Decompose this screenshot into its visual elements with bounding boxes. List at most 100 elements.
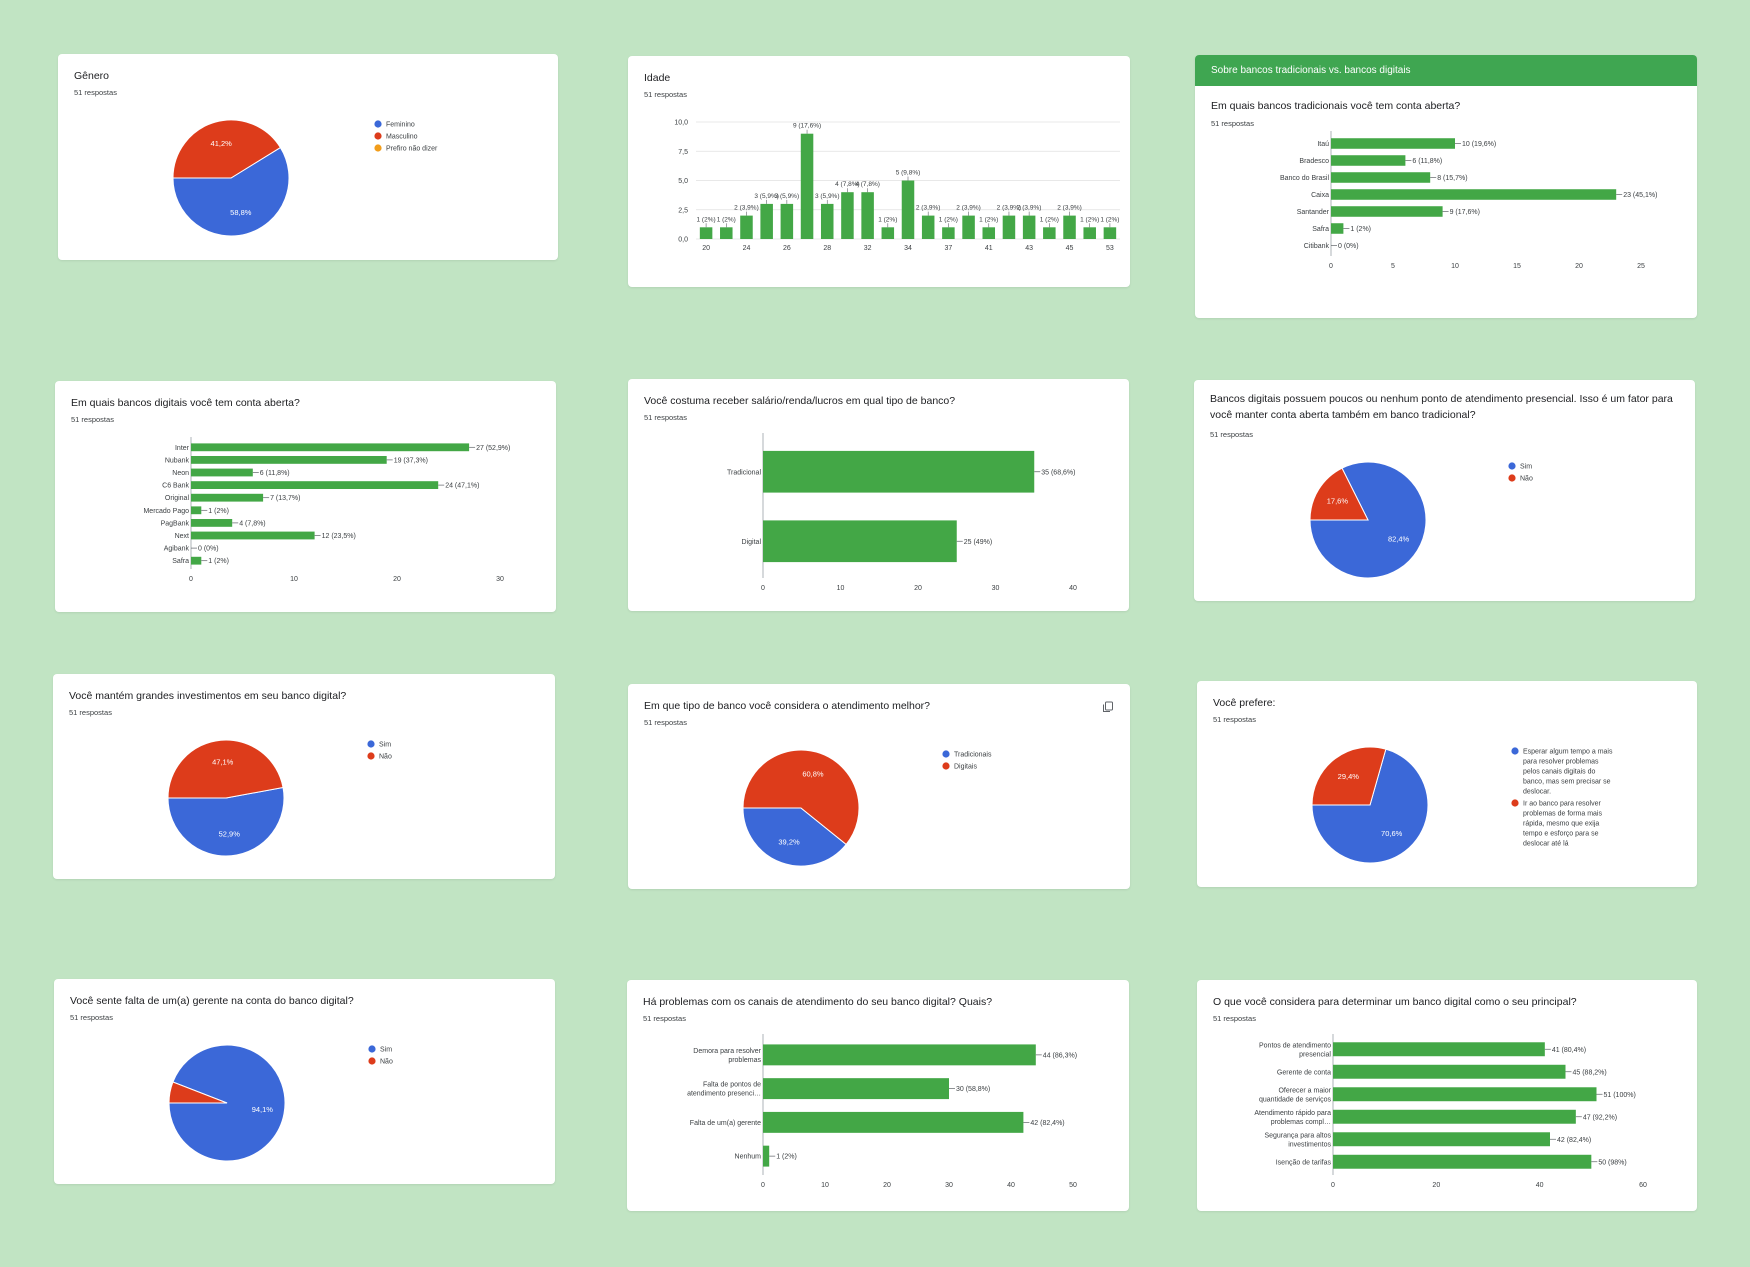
response-count: 51 respostas [1211,119,1254,128]
legend-swatch [1511,799,1519,807]
pie-slice-1 [167,739,284,799]
value-label: 23 (45,1%) [1623,192,1657,199]
bar [1022,215,1036,239]
response-count: 51 respostas [644,718,687,727]
value-label: 41 (80,4%) [1552,1047,1586,1054]
x-tick-label: 0 [761,1182,765,1189]
chart-svg: 70,6% 29,4% Esperar algum tempo a mais para… [1311,746,1613,864]
legend-swatch [942,750,950,758]
bar [763,520,957,563]
y-tick-label: 0,0 [678,237,688,244]
question-title: Em quais bancos digitais você tem conta … [71,397,300,409]
bar [1083,227,1096,239]
x-tick-label: 15 [1513,263,1521,270]
pie-slice-0 [172,146,290,237]
bar [982,227,996,239]
pie-slice-1 [742,749,860,846]
value-label: 51 (100%) [1604,1092,1636,1099]
value-label: 42 (82,4%) [1557,1137,1591,1144]
question-title: Há problemas com os canais de atendiment… [643,996,993,1008]
chart-svg: 0 10 20 30 Inter 27 (52,9%) Nubank 19 (37,3%) Ne… [143,437,510,583]
chart-svg: 39,2% 60,8% Tradicionais Digitais [742,749,992,867]
question-title: Você sente falta de um(a) gerente na con… [70,995,354,1007]
x-tick-label: 20 [914,585,922,592]
bar [1331,206,1443,217]
x-tick-label: 53 [1106,245,1114,252]
x-tick-label: 5 [1391,263,1395,270]
category-label: Isenção de tarifas [1276,1159,1332,1166]
chart-svg: 0,02,55,07,510,01 (2%) 1 (2%)2 (3,9%)3 (5… [674,120,1120,252]
bar [191,518,233,527]
bar [1002,215,1016,239]
chart-svg: 82,4% 17,6% Sim Não [1309,461,1533,579]
legend-label: Feminino [386,122,415,129]
category-label: Caixa [1311,192,1329,199]
category-label: Mercado Pago [143,508,189,515]
pie-label: 47,1% [212,758,234,767]
bar [1063,215,1076,239]
value-label: 4 (7,8%) [239,520,265,527]
value-label: 44 (86,3%) [1043,1052,1077,1059]
bar [780,203,794,239]
legend-label: Prefiro não dizer [386,146,438,153]
bar [191,455,387,464]
response-count: 51 respostas [1213,715,1256,724]
value-label: 1 (2%) [979,216,998,223]
chart-card-atendimento_melhor: Em que tipo de banco você considera o at… [628,684,1130,889]
chart-card-investimentos: Você mantém grandes investimentos em seu… [53,674,555,879]
copy-icon[interactable] [1102,700,1114,712]
category-label: Original [165,495,190,502]
chart-svg: 0 10 20 30 40 50 Demora para resolver problemas… [687,1034,1077,1189]
bar [901,180,915,239]
x-tick-label: 20 [702,245,710,252]
chart-svg: 58,8% 41,2% Feminino Masculino Prefiro não d… [172,119,438,237]
bar [763,1078,949,1100]
chart-card-genero: Gênero 51 respostas 58,8% 41,2% Feminino Masc… [58,54,558,260]
category-label: Atendimento rápido para problemas compl… [1254,1110,1331,1126]
value-label: 10 (19,6%) [1462,141,1496,148]
x-tick-label: 32 [864,245,872,252]
x-tick-label: 20 [1432,1182,1440,1189]
y-tick-label: 10,0 [674,120,688,127]
question-title: Você costuma receber salário/renda/lucro… [644,395,956,407]
value-label: 19 (37,3%) [394,457,428,464]
x-tick-label: 24 [743,245,751,252]
x-tick-label: 40 [1536,1182,1544,1189]
value-label: 30 (58,8%) [956,1086,990,1093]
legend-label: Masculino [386,134,418,141]
legend-label: Não [1520,476,1533,483]
x-tick-label: 10 [1451,263,1459,270]
value-label: 9 (17,6%) [793,123,821,130]
chart-card-principal: O que você considera para determinar um … [1197,980,1697,1211]
bar [1333,1064,1566,1079]
category-label: Falta de um(a) gerente [690,1120,761,1127]
x-tick-label: 60 [1639,1182,1647,1189]
chart-card-idade: Idade 51 respostas 0,0 2,5 5,0 7,5 10,0 1 (2%) 1… [628,56,1130,287]
value-label: 8 (15,7%) [1437,175,1467,182]
x-tick-label: 0 [1331,1182,1335,1189]
y-tick-label: 7,5 [678,149,688,156]
bar [962,215,975,239]
response-count: 51 respostas [69,708,112,717]
x-tick-label: 10 [290,576,298,583]
value-label: 1 (2%) [208,508,229,515]
response-count: 51 respostas [71,415,114,424]
chart-card-gerente: Você sente falta de um(a) gerente na con… [54,979,555,1184]
bar [760,203,773,239]
x-tick-label: 20 [1575,263,1583,270]
x-tick-label: 10 [821,1182,829,1189]
legend-swatch [942,762,950,770]
x-tick-label: 20 [883,1182,891,1189]
value-label: 4 (7,8%) [855,181,880,188]
value-label: 50 (98%) [1598,1159,1626,1166]
category-label: Segurança para altos investimentos [1264,1132,1331,1148]
x-tick-label: 25 [1637,263,1645,270]
pie-slice-0 [167,786,285,857]
value-label: 7 (13,7%) [270,495,300,502]
value-label: 35 (68,6%) [1041,469,1075,476]
x-tick-label: 50 [1069,1182,1077,1189]
response-count: 51 respostas [644,413,687,422]
category-label: Neon [172,470,189,477]
pie-label: 29,4% [1338,772,1360,781]
response-count: 51 respostas [74,88,117,97]
